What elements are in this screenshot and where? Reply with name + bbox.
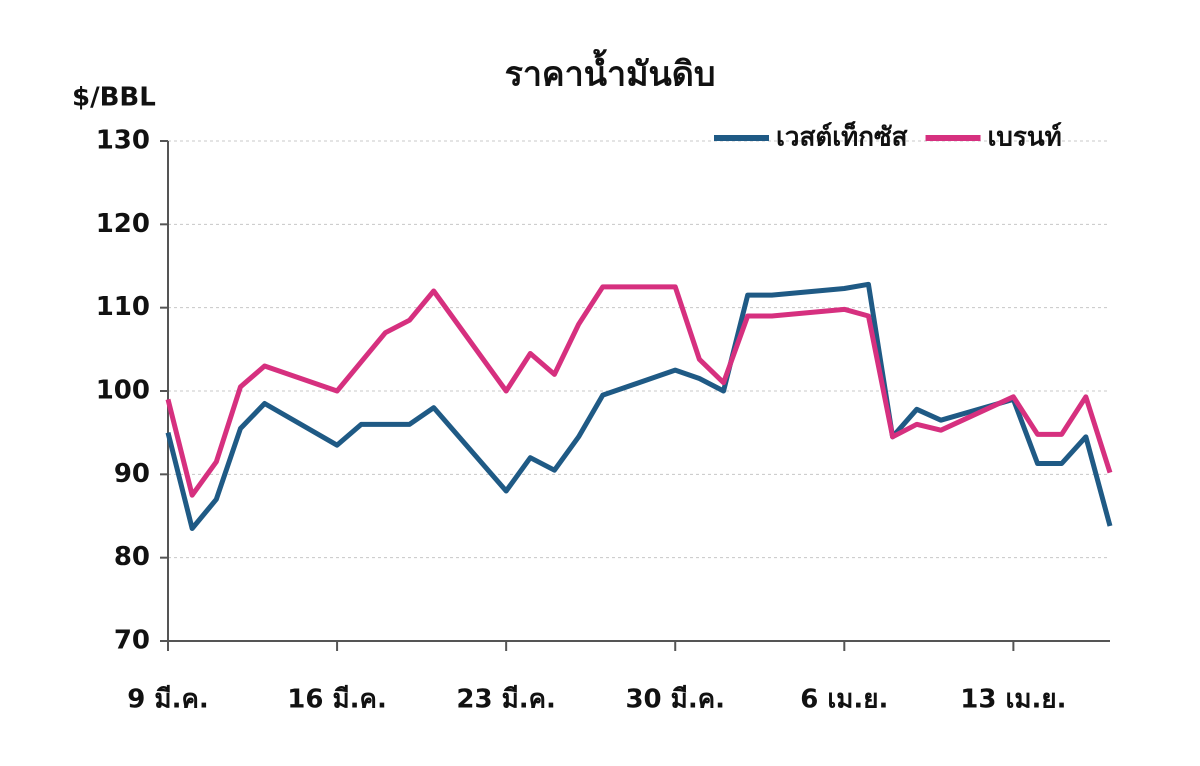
x-tick-label: 23 มี.ค. bbox=[456, 685, 556, 715]
series-line bbox=[165, 284, 1113, 498]
y-tick-label: 130 bbox=[96, 126, 150, 156]
y-tick-label: 110 bbox=[96, 292, 150, 322]
legend-label: เวสต์เท็กซัส bbox=[776, 121, 908, 153]
legend-label: เบรนท์ bbox=[988, 122, 1062, 153]
y-tick-label: 90 bbox=[114, 459, 150, 489]
x-tick-label: 30 มี.ค. bbox=[625, 685, 725, 715]
y-tick-label: 80 bbox=[114, 542, 150, 572]
y-tick-label: 100 bbox=[96, 376, 150, 406]
x-tick-label: 9 มี.ค. bbox=[127, 685, 208, 715]
series-line bbox=[165, 281, 1113, 531]
y-tick-label: 70 bbox=[114, 626, 150, 656]
x-tick-label: 16 มี.ค. bbox=[287, 685, 387, 715]
x-tick-label: 6 เม.ย. bbox=[800, 685, 888, 715]
x-tick-label: 13 เม.ย. bbox=[960, 685, 1066, 715]
chart-title: ราคาน้ำมันดิบ bbox=[505, 49, 716, 95]
y-tick-label: 120 bbox=[96, 209, 150, 239]
y-axis-label: $/BBL bbox=[72, 83, 156, 113]
